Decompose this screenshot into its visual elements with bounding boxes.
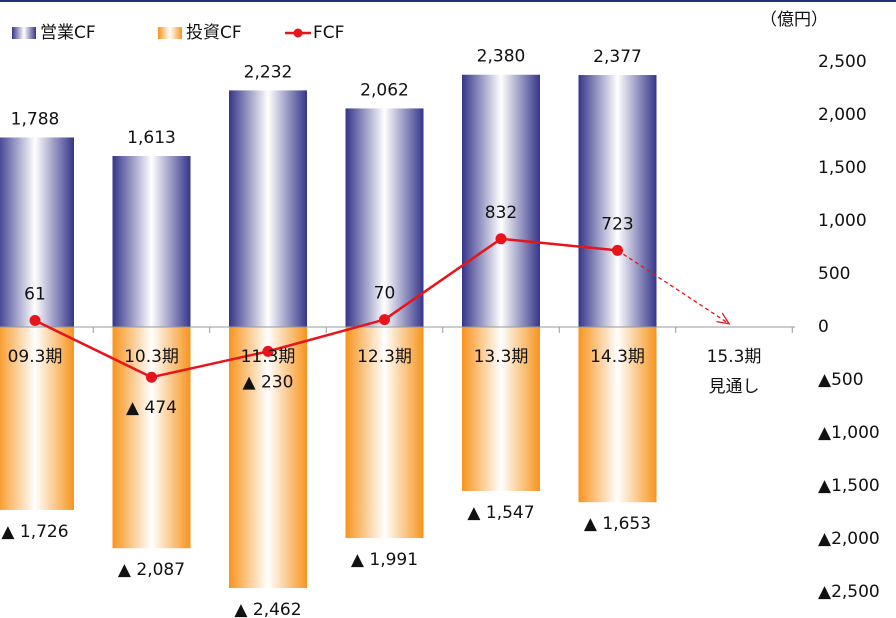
y-tick-label: 1,500	[818, 158, 867, 178]
fcf-point	[379, 314, 390, 326]
bar	[0, 137, 74, 327]
legend-swatch	[12, 27, 36, 39]
y-tick-label: ▲2,000	[818, 529, 880, 549]
fcf-value-label: 61	[24, 285, 46, 305]
fcf-value-label: 723	[601, 214, 633, 234]
bar	[578, 75, 657, 328]
bar-value-label: ▲ 1,726	[1, 522, 68, 542]
x-tick-label: 14.3期	[590, 347, 645, 367]
bar-value-label: 2,062	[360, 80, 409, 100]
legend-swatch	[158, 27, 182, 39]
bar	[462, 74, 540, 327]
x-tick-label: 13.3期	[473, 347, 529, 367]
forecast-arrow	[617, 249, 729, 323]
legend-swatch	[293, 28, 303, 38]
bar	[0, 327, 74, 510]
y-tick-label: ▲500	[818, 370, 864, 390]
bar-value-label: ▲ 2,087	[118, 560, 185, 580]
fcf-value-label: ▲ 474	[126, 398, 177, 418]
fcf-point	[262, 345, 274, 357]
bar	[462, 327, 540, 491]
fcf-line	[34, 237, 618, 379]
y-tick-label: 1,000	[818, 211, 867, 231]
bar-value-label: 1,613	[127, 128, 176, 148]
bar-value-label: 2,232	[244, 62, 293, 82]
legend-label: FCF	[313, 23, 344, 43]
x-tick-label: 09.3期	[7, 347, 63, 367]
unit-label: （億円）	[760, 10, 828, 30]
fcf-point	[612, 244, 623, 256]
y-tick-label: 2,000	[818, 105, 867, 125]
fcf-value-label: ▲ 230	[243, 372, 294, 392]
bar-value-label: ▲ 1,991	[351, 550, 418, 570]
bar-value-label: ▲ 1,653	[584, 514, 651, 534]
x-tick-label: 12.3期	[357, 347, 412, 367]
y-tick-label: 500	[818, 264, 850, 284]
bar	[345, 327, 424, 539]
bar-value-label: 2,377	[593, 47, 642, 67]
y-tick-label: ▲2,500	[818, 582, 880, 602]
y-tick-label: 2,500	[818, 52, 867, 72]
x-tick-label: 10.3期	[124, 347, 179, 367]
bar-value-label: ▲ 1,547	[467, 503, 534, 523]
x-tick-label: 11.3期	[240, 347, 296, 367]
fcf-value-label: 832	[485, 203, 517, 223]
y-tick-label: ▲1,500	[818, 476, 880, 496]
bar-value-label: 2,380	[477, 47, 526, 67]
fcf-point	[146, 371, 157, 383]
y-tick-label: 0	[818, 317, 829, 337]
legend-label: 投資CF	[186, 23, 242, 43]
bar	[229, 327, 307, 588]
bar-value-label: ▲ 2,462	[234, 600, 301, 618]
y-tick-label: ▲1,000	[818, 423, 880, 443]
fcf-point	[29, 315, 41, 327]
bar	[112, 156, 191, 327]
bar-value-label: 1,788	[11, 109, 60, 129]
fcf-value-label: 70	[374, 284, 396, 304]
legend-label: 営業CF	[40, 23, 96, 43]
bar	[345, 108, 424, 327]
bar	[578, 327, 657, 503]
fcf-point	[495, 233, 507, 245]
x-tick-label: 15.3期 見通し	[706, 347, 762, 397]
bar	[229, 90, 307, 328]
